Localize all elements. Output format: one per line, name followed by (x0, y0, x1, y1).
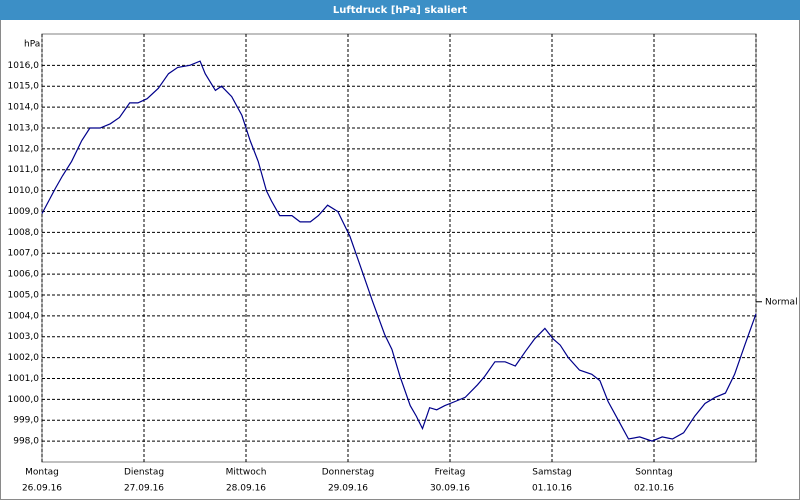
title-bar (0, 0, 800, 20)
y-tick-label: 1010,0 (8, 186, 40, 196)
y-tick-label: 1015,0 (8, 82, 40, 92)
annotation: Normal (765, 297, 798, 307)
x-tick-date: 30.09.16 (430, 484, 470, 494)
x-tick-date: 26.09.16 (22, 484, 62, 494)
x-tick-label: Montag (25, 468, 59, 478)
x-tick-label: Freitag (435, 468, 466, 478)
data-line (41, 60, 757, 442)
x-tick-date: 01.10.16 (532, 484, 572, 494)
y-tick-label: 999,0 (13, 416, 39, 426)
x-tick-label: Samstag (532, 468, 571, 478)
chart-title: Luftdruck [hPa] skaliert (333, 5, 467, 16)
y-tick-label: 1002,0 (8, 353, 40, 363)
y-tick-label: 1016,0 (8, 61, 40, 71)
y-tick-label: 1006,0 (8, 270, 40, 280)
y-tick-label: 1009,0 (8, 207, 40, 217)
x-tick-date: 29.09.16 (328, 484, 368, 494)
y-tick-label: 1011,0 (8, 165, 40, 175)
x-tick-label: Mittwoch (226, 468, 267, 478)
y-unit-label: hPa (24, 40, 40, 50)
y-tick-label: 1008,0 (8, 228, 40, 238)
y-tick-label: 998,0 (13, 437, 39, 447)
y-tick-label: 1000,0 (8, 395, 40, 405)
x-tick-label: Dienstag (124, 468, 164, 478)
y-tick-label: 1013,0 (8, 123, 40, 133)
y-tick-label: 1004,0 (8, 311, 40, 321)
y-tick-label: 1001,0 (8, 374, 40, 384)
x-tick-label: Donnerstag (322, 468, 375, 478)
y-tick-label: 1005,0 (8, 290, 40, 300)
x-tick-date: 28.09.16 (226, 484, 266, 494)
y-tick-label: 1012,0 (8, 144, 40, 154)
x-tick-label: Sonntag (635, 468, 672, 478)
plot-area (41, 33, 757, 463)
y-tick-label: 1007,0 (8, 249, 40, 259)
x-tick-date: 27.09.16 (124, 484, 164, 494)
y-tick-label: 1003,0 (8, 332, 40, 342)
y-tick-label: 1014,0 (8, 103, 40, 113)
x-tick-date: 02.10.16 (634, 484, 674, 494)
